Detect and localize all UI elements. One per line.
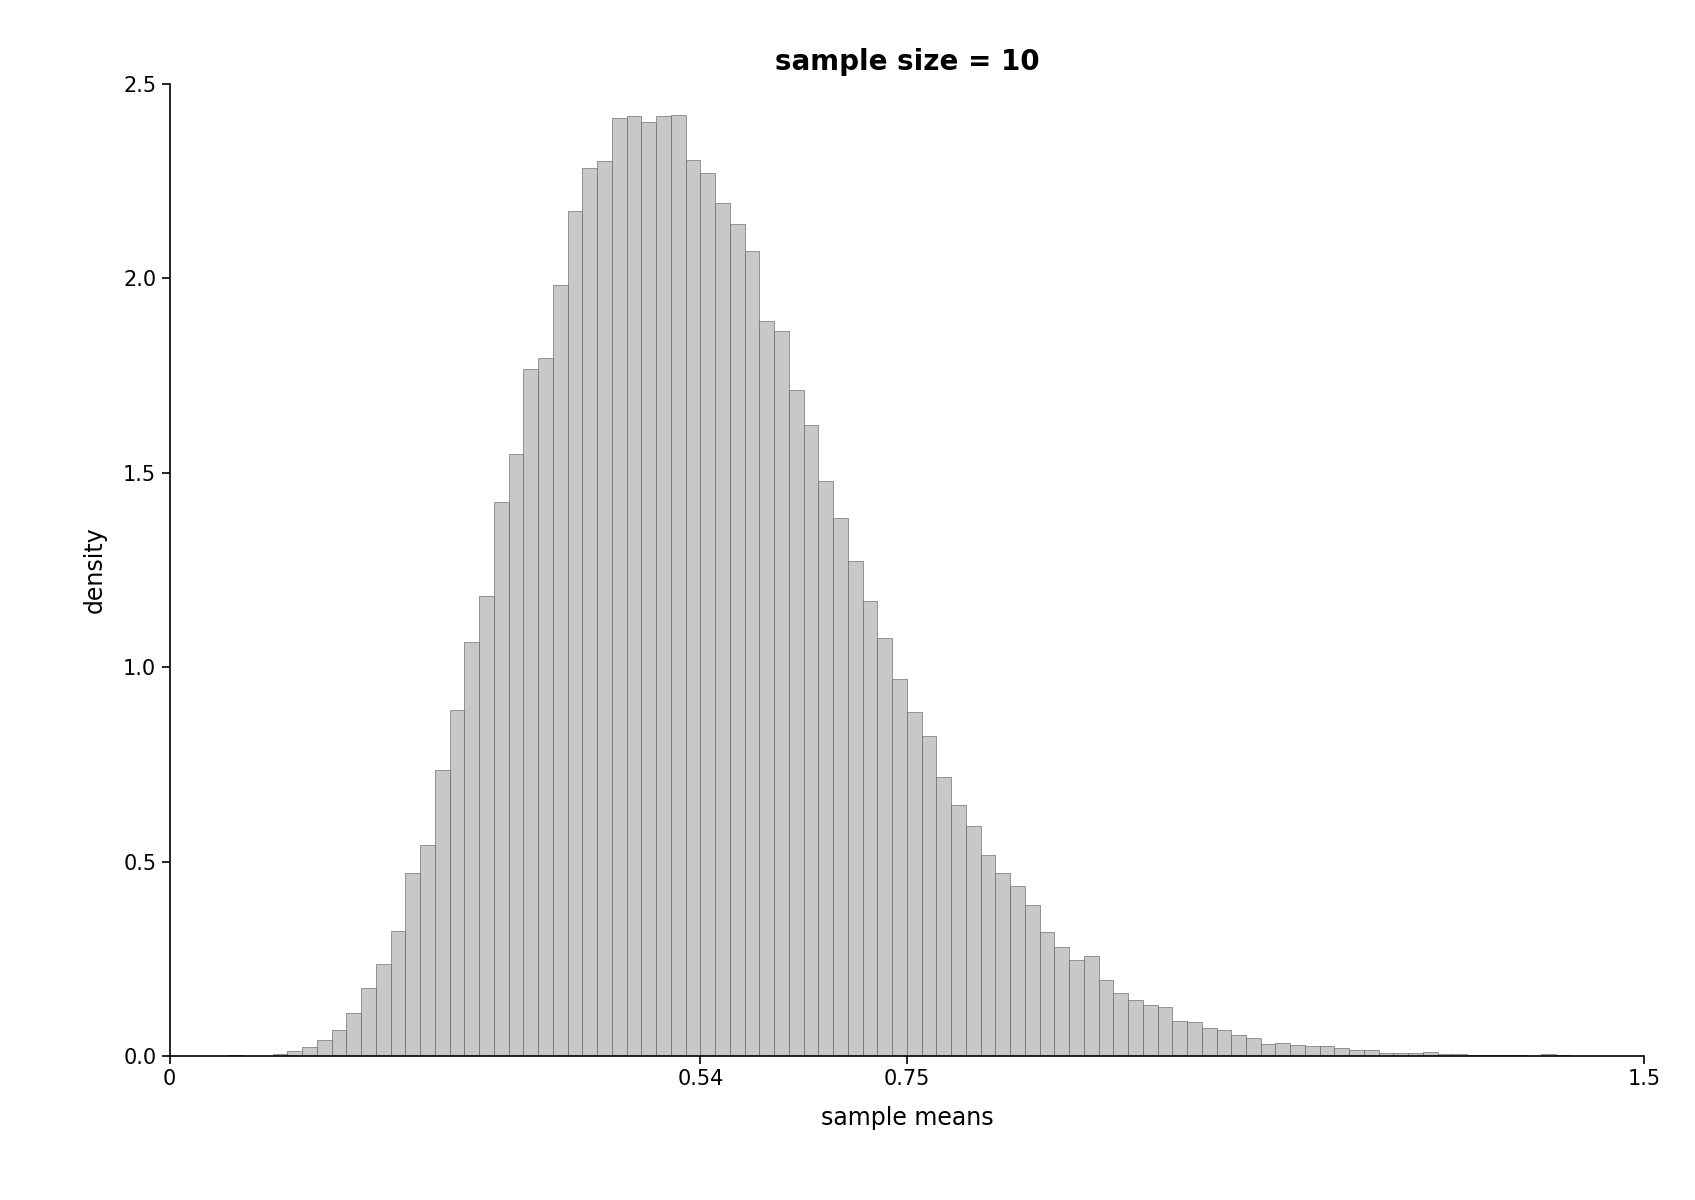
Bar xyxy=(715,203,731,1056)
Bar xyxy=(744,251,759,1056)
Bar xyxy=(1127,1000,1142,1056)
Bar xyxy=(390,931,405,1056)
Bar xyxy=(759,322,775,1056)
Bar xyxy=(819,480,832,1056)
Bar xyxy=(361,989,376,1056)
Bar xyxy=(1070,960,1083,1056)
Bar xyxy=(1497,1055,1512,1056)
Bar xyxy=(1158,1007,1173,1056)
Bar xyxy=(775,331,788,1056)
Bar xyxy=(1275,1043,1290,1056)
Bar xyxy=(700,173,715,1056)
Bar xyxy=(1039,932,1054,1056)
Bar xyxy=(302,1046,317,1056)
Bar xyxy=(1349,1050,1364,1056)
Bar xyxy=(731,224,744,1056)
Bar xyxy=(1231,1036,1246,1056)
Bar xyxy=(1142,1006,1158,1056)
Bar xyxy=(627,115,641,1056)
Bar xyxy=(966,826,980,1056)
Bar xyxy=(788,390,803,1056)
Bar xyxy=(1305,1045,1320,1056)
Bar xyxy=(1409,1054,1424,1056)
Bar xyxy=(480,596,493,1056)
Bar xyxy=(671,115,685,1056)
Bar xyxy=(1217,1031,1231,1056)
Bar xyxy=(405,874,420,1056)
Bar xyxy=(612,118,627,1056)
Bar xyxy=(922,737,936,1056)
Bar xyxy=(832,518,848,1056)
Bar xyxy=(568,211,583,1056)
Bar xyxy=(332,1030,346,1056)
Bar xyxy=(288,1051,302,1056)
Y-axis label: density: density xyxy=(83,527,107,613)
Bar xyxy=(1246,1038,1261,1056)
Bar xyxy=(641,122,656,1056)
Bar xyxy=(1098,979,1114,1056)
Bar xyxy=(892,679,907,1056)
Bar xyxy=(980,854,995,1056)
Bar xyxy=(376,964,390,1056)
Bar xyxy=(803,425,819,1056)
Bar xyxy=(1010,886,1025,1056)
Bar xyxy=(1334,1048,1349,1056)
Bar xyxy=(1364,1050,1378,1056)
Bar xyxy=(936,776,951,1056)
Bar xyxy=(878,637,892,1056)
Bar xyxy=(449,710,464,1056)
Title: sample size = 10: sample size = 10 xyxy=(775,48,1039,76)
Bar xyxy=(863,600,878,1056)
Bar xyxy=(1025,905,1039,1056)
Bar xyxy=(1054,947,1070,1056)
Bar xyxy=(1186,1022,1202,1056)
Bar xyxy=(1114,994,1127,1056)
Bar xyxy=(273,1055,288,1056)
Bar xyxy=(597,161,612,1056)
Bar xyxy=(1173,1021,1186,1056)
Bar xyxy=(553,284,568,1056)
Bar xyxy=(1393,1054,1409,1056)
Bar xyxy=(420,845,436,1056)
Bar xyxy=(907,712,922,1056)
Bar xyxy=(1541,1055,1556,1056)
Bar xyxy=(524,370,537,1056)
Bar xyxy=(951,805,966,1056)
Bar xyxy=(1437,1054,1453,1056)
Bar xyxy=(685,161,700,1056)
Bar xyxy=(1453,1055,1468,1056)
Bar xyxy=(464,642,480,1056)
Bar xyxy=(508,454,524,1056)
Bar xyxy=(995,874,1010,1056)
Bar xyxy=(317,1040,332,1056)
Bar xyxy=(583,168,597,1056)
Bar xyxy=(1378,1052,1393,1056)
Bar xyxy=(656,116,671,1056)
Bar xyxy=(436,770,449,1056)
Bar xyxy=(1422,1052,1437,1056)
X-axis label: sample means: sample means xyxy=(820,1106,993,1130)
Bar xyxy=(848,560,863,1056)
Bar xyxy=(1261,1044,1275,1056)
Bar xyxy=(1290,1045,1305,1056)
Bar xyxy=(537,358,553,1056)
Bar xyxy=(1320,1046,1334,1056)
Bar xyxy=(1202,1027,1217,1056)
Bar xyxy=(346,1013,361,1056)
Bar xyxy=(493,502,508,1056)
Bar xyxy=(1083,956,1098,1056)
